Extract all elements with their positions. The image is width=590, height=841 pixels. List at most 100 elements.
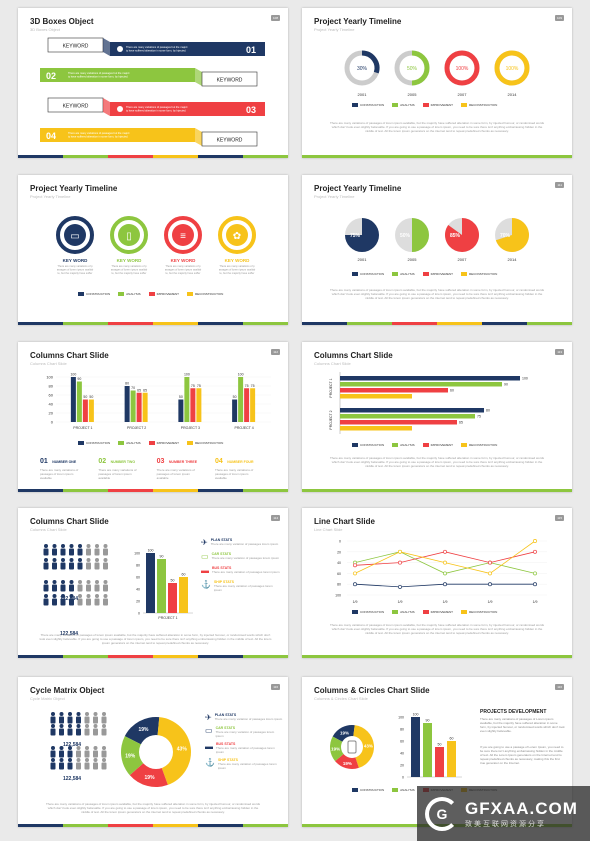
bar bbox=[340, 382, 502, 387]
stat-icon: ✈ bbox=[205, 713, 212, 722]
page-number: 108 bbox=[270, 15, 280, 21]
stat-icon: ▬ bbox=[205, 742, 213, 751]
page-number: 115 bbox=[555, 515, 564, 521]
slide-horizontal-bars[interactable]: Columns Chart Slide Columns Chart Slide … bbox=[302, 342, 572, 492]
person-head-icon bbox=[86, 558, 91, 562]
person-head-icon bbox=[85, 712, 89, 716]
x-tick-label: PROJECT 1 bbox=[158, 616, 177, 620]
legend-label: IMPROVEMENT bbox=[430, 103, 453, 107]
legend-label: IMPROVEMENT bbox=[156, 292, 179, 296]
person-body-icon bbox=[101, 716, 107, 724]
bar bbox=[82, 399, 88, 422]
stat-item: ▬ BUS STATS There are many variation of pa… bbox=[201, 566, 281, 575]
bar bbox=[146, 553, 155, 613]
row-text: There are many variations of passages bu… bbox=[68, 131, 130, 135]
legend-swatch bbox=[460, 610, 467, 614]
person-body-icon bbox=[86, 584, 91, 592]
person-head-icon bbox=[44, 580, 48, 584]
slide-timeline-rings[interactable]: Project Yearly Timeline Project Yearly T… bbox=[302, 8, 572, 158]
slide-line-chart[interactable]: Line Chart Slide Line Chart Slide 115 0 2… bbox=[302, 508, 572, 658]
keyword-label: KEYWORD bbox=[217, 138, 243, 144]
y-tick-label: 20 bbox=[337, 550, 341, 554]
person-head-icon bbox=[103, 594, 108, 598]
row-text: There are many variations of passages bu… bbox=[126, 45, 188, 49]
legend-label: RECONSTRUCTION bbox=[468, 610, 498, 614]
bar bbox=[196, 388, 202, 422]
person-body-icon bbox=[93, 716, 98, 724]
person-head-icon bbox=[59, 712, 64, 716]
check-icon bbox=[117, 106, 123, 112]
slide-subtitle: Cycle Matrix Object bbox=[30, 696, 65, 701]
number-value: 04 bbox=[214, 458, 223, 465]
person-head-icon bbox=[69, 594, 74, 598]
slide-subtitle: 3D Boxes Object bbox=[30, 27, 61, 32]
person-body-icon bbox=[52, 562, 57, 570]
row-text-2: ty have suffered alteration in some form… bbox=[126, 109, 186, 113]
number-text: There are many variations of passages of… bbox=[40, 468, 79, 480]
pie-slice bbox=[412, 218, 429, 252]
bar bbox=[88, 399, 94, 422]
x-tick-label: 1/9 bbox=[488, 600, 493, 604]
icon-disc bbox=[172, 224, 194, 246]
data-point bbox=[398, 549, 402, 554]
person-head-icon bbox=[93, 758, 98, 762]
person-head-icon bbox=[51, 724, 55, 728]
slide-columns-chart[interactable]: Columns Chart Slide Columns Chart Slide … bbox=[18, 342, 288, 492]
person-body-icon bbox=[52, 548, 57, 556]
person-body-icon bbox=[77, 598, 83, 606]
legend-label: CONSTRUCTION bbox=[86, 441, 111, 445]
person-head-icon bbox=[103, 544, 108, 548]
page-number: 114 bbox=[271, 515, 280, 521]
person-head-icon bbox=[44, 558, 48, 562]
legend: CONSTRUCTION ANALYSIS IMPROVEMENT RECONSTRU… bbox=[78, 441, 223, 445]
person-head-icon bbox=[102, 758, 106, 762]
pie-slice bbox=[495, 218, 529, 252]
legend-item: RECONSTRUCTION bbox=[460, 103, 497, 107]
keyword-box bbox=[201, 71, 258, 87]
y-tick-label: 40 bbox=[136, 588, 140, 592]
person-body-icon bbox=[69, 584, 74, 592]
person-body-icon bbox=[84, 762, 90, 770]
legend-swatch bbox=[422, 443, 429, 447]
data-point bbox=[488, 582, 492, 587]
body-text: There are many variations of passages of… bbox=[329, 121, 545, 133]
bar-value-label: 90 bbox=[504, 383, 508, 387]
slide-3d-boxes[interactable]: 3D Boxes Object 3D Boxes Object 108 KEYW… bbox=[18, 8, 288, 158]
y-tick-label: 100 bbox=[134, 552, 140, 556]
legend-swatch bbox=[352, 103, 358, 107]
legend-swatch bbox=[352, 272, 358, 276]
donut-hole bbox=[139, 735, 173, 769]
bar bbox=[244, 388, 250, 422]
slide-cycle-matrix[interactable]: Cycle Matrix Object Cycle Matrix Object … bbox=[18, 677, 288, 827]
bar-value-label: 100 bbox=[522, 377, 528, 381]
watermark: G GFXAA.COM 致美互联网资源分享 bbox=[417, 786, 590, 841]
y-tick-label: 20 bbox=[400, 764, 404, 768]
person-head-icon bbox=[68, 746, 72, 750]
person-body-icon bbox=[60, 584, 66, 592]
person-body-icon bbox=[84, 728, 90, 736]
slide-timeline-pies[interactable]: Project Yearly Timeline Project Yearly T… bbox=[302, 175, 572, 325]
item-text: There are many variations of p bbox=[57, 264, 93, 268]
person-head-icon bbox=[76, 758, 81, 762]
y-tick-label: 0 bbox=[402, 776, 404, 780]
stat-text: There are many variation of passages lor… bbox=[214, 717, 283, 721]
row-bar bbox=[40, 128, 195, 142]
bar-value-label: 60 bbox=[450, 389, 454, 393]
box-fold bbox=[195, 128, 202, 146]
slide-timeline-icons[interactable]: Project Yearly Timeline Project Yearly T… bbox=[18, 175, 288, 325]
ring-year: 2005 bbox=[408, 92, 418, 97]
slide-subtitle: Line Chart Slide bbox=[314, 527, 343, 532]
person-head-icon bbox=[52, 558, 57, 562]
slide-title: Line Chart Slide bbox=[314, 517, 375, 526]
legend-item: RECONSTRUCTION bbox=[460, 272, 497, 276]
legend: CONSTRUCTION ANALYSIS IMPROVEMENT RECONSTRU… bbox=[352, 610, 497, 614]
slide-columns-people[interactable]: Columns Chart Slide Columns Chart Slide … bbox=[18, 508, 288, 658]
slide-title: Columns Chart Slide bbox=[30, 517, 109, 526]
icon-disc bbox=[226, 224, 248, 246]
bar-value-label: 75 bbox=[191, 384, 195, 388]
bar-value-label: 65 bbox=[137, 388, 141, 392]
legend-label: ANALYSIS bbox=[126, 441, 141, 445]
stat-label: PLAN STATS bbox=[210, 538, 233, 542]
